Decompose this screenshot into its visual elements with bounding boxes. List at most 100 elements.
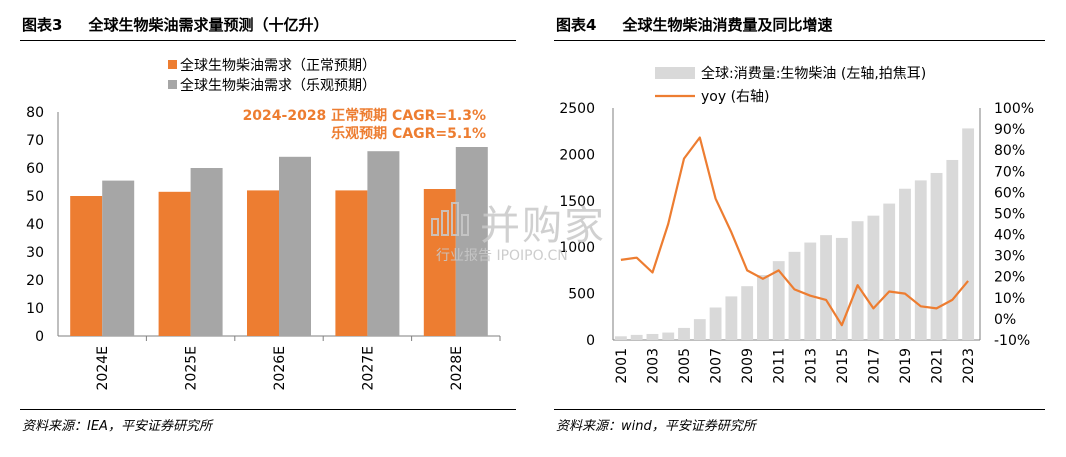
x-tick-label: 2025E — [184, 346, 200, 390]
y-right-tick-label: 50% — [994, 206, 1025, 222]
x-tick-label: 2013 — [803, 348, 819, 384]
title-rule — [554, 40, 1045, 41]
bar-optimistic-2027E — [367, 151, 400, 336]
bar-consumption-2006 — [693, 319, 706, 340]
x-tick-label: 2019 — [898, 348, 914, 384]
x-tick-label: 2026E — [272, 346, 288, 390]
figure-4-label: 图表4 — [556, 16, 597, 34]
y-right-tick-label: 60% — [994, 185, 1025, 201]
x-tick-label: 2009 — [740, 348, 756, 384]
y-right-tick-label: 10% — [994, 291, 1025, 307]
x-tick-label: 2027E — [360, 346, 376, 390]
y-right-tick-label: 30% — [994, 249, 1025, 265]
cagr-annotation-optimistic: 乐观预期 CAGR=5.1% — [331, 125, 486, 142]
legend-swatch — [168, 80, 177, 89]
y-tick-label: 60 — [26, 161, 44, 177]
figure-3-source: 资料来源：IEA，平安证券研究所 — [22, 419, 212, 434]
bar-consumption-2015 — [835, 237, 848, 340]
x-tick-label: 2024E — [95, 346, 111, 390]
figure-4-title: 图表4 全球生物柴油消费量及同比增速 — [556, 14, 832, 35]
x-tick-label: 2028E — [449, 346, 465, 390]
bar-consumption-2010 — [757, 275, 769, 340]
bar-consumption-2013 — [804, 242, 817, 340]
x-tick-label: 2007 — [709, 348, 725, 384]
x-tick-label: 2021 — [930, 348, 946, 384]
y-right-tick-label: -10% — [994, 333, 1030, 349]
bar-consumption-2002 — [630, 334, 643, 340]
yoy-line — [620, 136, 969, 327]
bar-optimistic-2026E — [279, 156, 311, 336]
y-left-tick-label: 1000 — [559, 240, 595, 256]
y-left-tick-label: 1500 — [559, 194, 595, 210]
y-right-tick-label: 90% — [994, 122, 1025, 138]
legend-swatch — [168, 60, 177, 69]
y-tick-label: 40 — [26, 217, 44, 233]
y-tick-label: 30 — [26, 245, 44, 261]
x-tick-label: 2003 — [645, 348, 661, 384]
y-tick-label: 50 — [26, 189, 44, 205]
bar-consumption-2009 — [741, 286, 754, 340]
bar-optimistic-2024E — [102, 180, 135, 336]
bar-normal-2028E — [423, 189, 456, 336]
legend-label: 全球生物柴油需求（乐观预期） — [180, 77, 376, 94]
bar-consumption-2016 — [851, 221, 864, 340]
y-left-tick-label: 2000 — [559, 147, 595, 163]
figure-4-panel: 图表4 全球生物柴油消费量及同比增速 0 500 1000 1500 2000 2500 -1… — [533, 0, 1066, 457]
y-right-tick-label: 100% — [994, 101, 1034, 117]
figure-3-label: 图表3 — [22, 16, 63, 34]
demand-forecast-chart: 0 10 20 30 40 50 60 70 80 2024E 2025E 2026E 2027E 202… — [26, 57, 501, 390]
y-left-tick-label: 500 — [568, 287, 595, 303]
y-tick-label: 10 — [26, 301, 44, 317]
bar-consumption-2020 — [914, 180, 927, 340]
y-right-tick-label: 0% — [994, 312, 1016, 328]
y-right-tick-label: 20% — [994, 270, 1025, 286]
title-rule — [20, 40, 516, 41]
y-tick-label: 20 — [26, 273, 44, 289]
bar-consumption-2001 — [614, 336, 627, 340]
bar-consumption-2017 — [867, 215, 880, 340]
legend-label: 全球:消费量:生物柴油 (左轴,拍焦耳) — [701, 65, 926, 82]
bar-consumption-2004 — [662, 332, 675, 340]
bar-consumption-2021 — [930, 172, 943, 340]
figure-4-heading: 全球生物柴油消费量及同比增速 — [622, 16, 833, 34]
x-tick-label: 2015 — [835, 348, 851, 384]
bar-consumption-2003 — [646, 333, 659, 340]
bar-consumption-2019 — [899, 188, 911, 340]
y-left-tick-label: 2500 — [559, 101, 595, 117]
x-tick-label: 2001 — [614, 348, 630, 384]
bar-consumption-2022 — [946, 159, 959, 340]
consumption-yoy-chart: 0 500 1000 1500 2000 2500 -10% 0% 10% 20% 30% 40% 50… — [559, 65, 1034, 384]
bar-normal-2024E — [70, 196, 103, 336]
bar-consumption-2023 — [962, 128, 975, 340]
x-tick-label: 2023 — [961, 348, 977, 384]
y-tick-label: 80 — [26, 105, 44, 121]
x-tick-label: 2011 — [772, 348, 788, 384]
cagr-annotation-normal: 2024-2028 正常预期 CAGR=1.3% — [243, 107, 486, 124]
bar-consumption-2007 — [709, 307, 722, 340]
y-left-tick-label: 0 — [586, 333, 595, 349]
bar-consumption-2018 — [883, 203, 896, 340]
bar-consumption-2008 — [725, 296, 738, 340]
y-tick-label: 70 — [26, 133, 44, 149]
y-right-tick-label: 70% — [994, 164, 1025, 180]
x-tick-label: 2005 — [677, 348, 693, 384]
legend-swatch-bar — [655, 67, 695, 79]
bar-normal-2027E — [335, 190, 368, 336]
bar-normal-2026E — [247, 190, 279, 336]
bar-optimistic-2028E — [455, 147, 488, 336]
bar-normal-2025E — [158, 191, 191, 336]
source-rule — [20, 409, 516, 410]
legend-label: yoy (右轴) — [701, 89, 770, 105]
x-tick-label: 2017 — [866, 348, 882, 384]
bar-consumption-2012 — [788, 251, 801, 340]
figure-4-source: 资料来源：wind，平安证券研究所 — [556, 419, 756, 434]
y-right-tick-label: 40% — [994, 228, 1025, 244]
y-tick-label: 0 — [35, 329, 44, 345]
y-right-tick-label: 80% — [994, 143, 1025, 159]
figure-3-heading: 全球生物柴油需求量预测（十亿升） — [88, 16, 329, 34]
source-rule — [554, 409, 1045, 410]
bar-consumption-2014 — [820, 235, 832, 340]
bar-consumption-2011 — [772, 261, 785, 340]
figure-3-panel: 图表3 全球生物柴油需求量预测（十亿升） 0 10 20 30 40 50 60 70 80 202… — [20, 16, 516, 434]
bar-consumption-2005 — [678, 327, 690, 340]
